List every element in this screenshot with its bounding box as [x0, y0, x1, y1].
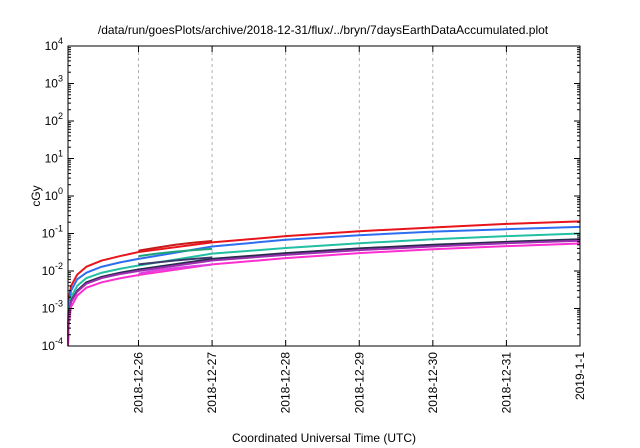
- series-line-1: [67, 220, 581, 329]
- y-tick-label: 103: [45, 74, 63, 91]
- x-axis-label: Coordinated Universal Time (UTC): [232, 431, 416, 445]
- series-line-9: [138, 256, 213, 266]
- series-line-8: [138, 247, 213, 258]
- x-axis: 2018-12-26 2018-12-27 2018-12-28 2018-12-29…: [132, 46, 587, 413]
- y-tick-label: 10-3: [42, 299, 63, 316]
- plot-frame: [67, 45, 581, 347]
- grid: [138, 46, 581, 346]
- x-tick-label: 2018-12-26: [132, 352, 146, 414]
- series-line-6: [67, 242, 581, 347]
- series-line-3: [67, 232, 581, 340]
- y-axis: 10-4 10-3 10-2 10-1 100 101 102 103 104: [42, 36, 580, 353]
- x-tick-label: 2018-12-31: [499, 352, 513, 414]
- y-tick-label: 100: [45, 186, 63, 203]
- y-tick-label: 10-2: [42, 261, 63, 278]
- x-tick-label: 2018-12-27: [205, 352, 219, 414]
- y-tick-label: 10-1: [42, 224, 63, 241]
- y-tick-label: 104: [45, 36, 63, 53]
- x-tick-label: 2019-1-1: [573, 352, 587, 400]
- chart-title: /data/run/goesPlots/archive/2018-12-31/f…: [98, 23, 549, 37]
- y-tick-label: 10-4: [42, 336, 63, 353]
- x-tick-label: 2018-12-29: [352, 352, 366, 414]
- series-line-10: [138, 263, 213, 275]
- series-line-2: [67, 225, 581, 335]
- x-tick-label: 2018-12-28: [279, 352, 293, 414]
- plot-lines: [67, 220, 581, 347]
- x-tick-label: 2018-12-30: [426, 352, 440, 414]
- y-tick-label: 101: [45, 149, 63, 166]
- series-line-7: [138, 240, 213, 252]
- series-line-5: [67, 239, 581, 345]
- y-tick-label: 102: [45, 111, 63, 128]
- y-axis-label: cGy: [29, 185, 43, 206]
